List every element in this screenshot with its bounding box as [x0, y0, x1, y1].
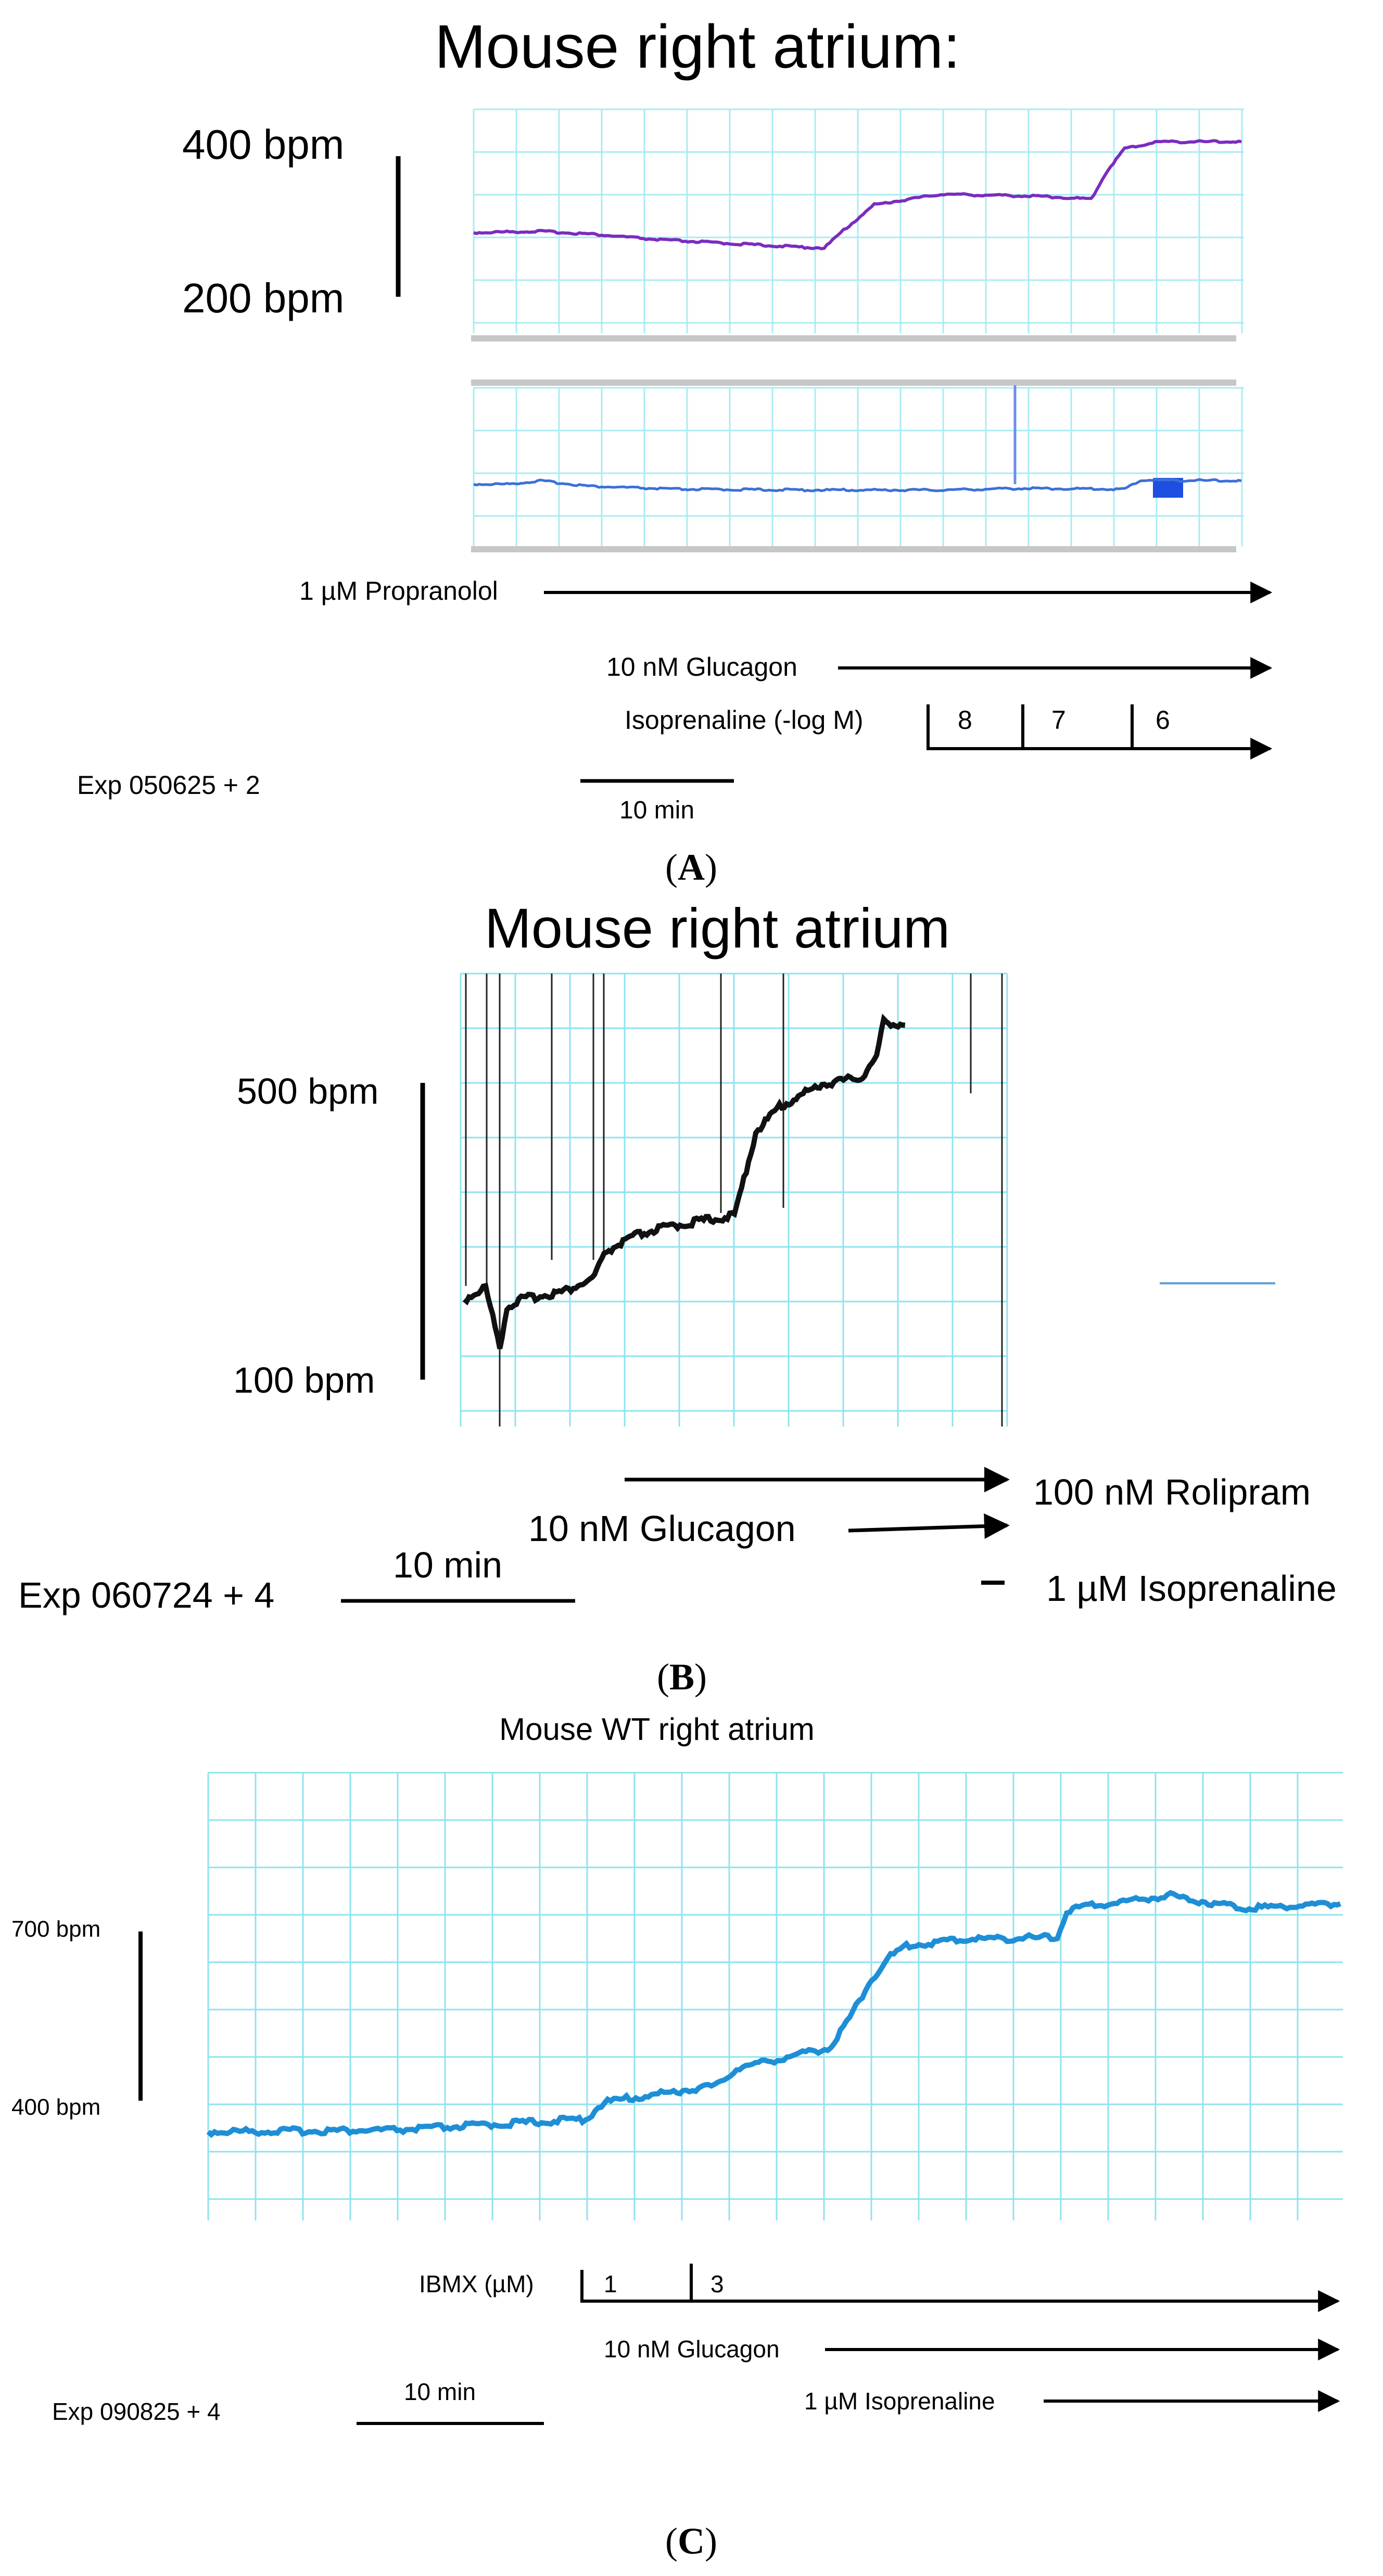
panel-c-y-bottom-label: 400 bpm [11, 2094, 100, 2120]
panel-b-grid [460, 973, 1008, 1426]
panel-c-title: Mouse WT right atrium [499, 1712, 815, 1747]
panel-a-rate-grid [473, 108, 1244, 333]
panel-b-artifact-lines [465, 974, 1003, 1426]
isoprenaline-step-label: 7 [1051, 705, 1066, 735]
annotation-isoprenaline-label: 1 µM Isoprenaline [1046, 1568, 1337, 1609]
annotation-isoprenaline-label: 1 µM Isoprenaline [804, 2388, 995, 2415]
panel-a-title: Mouse right atrium: [435, 12, 960, 81]
panel-b-label: (B) [657, 1656, 707, 1698]
panel-c-experiment-label: Exp 090825 + 4 [52, 2398, 221, 2425]
panel-b: Mouse right atrium 500 bpm 100 bpm 100 n… [18, 896, 1337, 1698]
panel-b-y-bottom-label: 100 bpm [233, 1360, 375, 1400]
panel-c: Mouse WT right atrium 700 bpm 400 bpm IB… [11, 1712, 1343, 2562]
annotation-glucagon-label: 10 nM Glucagon [528, 1508, 796, 1549]
annotation-isoprenaline-label: Isoprenaline (-log M) [625, 705, 864, 735]
ibmx-step-label: 3 [710, 2270, 724, 2297]
annotation-glucagon-label: 10 nM Glucagon [604, 2335, 780, 2363]
panel-c-series-line [206, 1890, 1341, 2138]
panel-a-experiment-label: Exp 050625 + 2 [77, 771, 260, 800]
panel-b-series-line [462, 1013, 906, 1349]
panel-a: Mouse right atrium: 400 bpm 200 bpm 1 µM… [77, 12, 1273, 888]
isoprenaline-step-label: 6 [1156, 705, 1170, 735]
panel-b-experiment-label: Exp 060724 + 4 [18, 1575, 274, 1615]
panel-a-time-scale-label: 10 min [619, 797, 694, 824]
panel-b-time-scale-label: 10 min [393, 1545, 502, 1585]
panel-a-series-line [473, 478, 1242, 493]
annotation-glucagon-arrow [848, 1513, 1010, 1539]
panel-c-time-scale-label: 10 min [404, 2378, 476, 2405]
panel-b-y-top-label: 500 bpm [237, 1071, 378, 1112]
panel-c-label: (C) [665, 2520, 717, 2562]
panel-b-title: Mouse right atrium [485, 896, 950, 959]
panel-a-y-bottom-label: 200 bpm [182, 275, 344, 321]
panel-a-series-line [473, 139, 1242, 250]
panel-a-label: (A) [665, 847, 717, 888]
panel-c-grid [207, 1772, 1343, 2220]
panel-a-y-top-label: 400 bpm [182, 121, 344, 168]
annotation-rolipram-label: 100 nM Rolipram [1033, 1472, 1311, 1512]
ibmx-step-label: 1 [604, 2270, 617, 2297]
panel-c-y-top-label: 700 bpm [11, 1916, 100, 1942]
annotation-ibmx-label: IBMX (µM) [419, 2270, 534, 2297]
annotation-glucagon-label: 10 nM Glucagon [606, 652, 797, 681]
annotation-propranolol-label: 1 µM Propranolol [299, 576, 498, 605]
isoprenaline-step-label: 8 [958, 705, 972, 735]
panel-a-force-grid [473, 387, 1244, 547]
